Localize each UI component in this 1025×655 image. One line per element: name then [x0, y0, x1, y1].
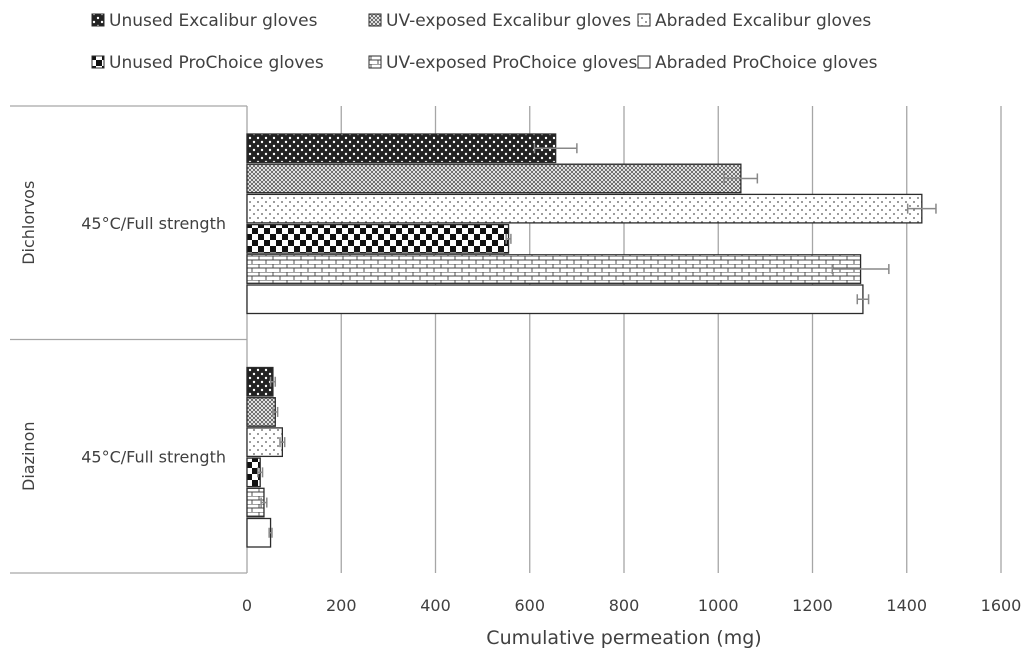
- legend-swatch: [91, 13, 105, 27]
- x-tick-label-1000: 1000: [698, 596, 739, 615]
- condition-label: 45°C/Full strength: [81, 447, 226, 466]
- bar-dichlorvos-unused-prochoice-gloves: [246, 223, 510, 254]
- error-bar-dichlorvos-abraded-excalibur-gloves: [906, 203, 937, 214]
- x-tick-label-400: 400: [420, 596, 451, 615]
- x-tick-label-1200: 1200: [792, 596, 833, 615]
- error-bar-diazinon-uv-exposed-prochoice-gloves: [260, 497, 268, 508]
- x-tick-label-0: 0: [242, 596, 252, 615]
- legend-item-uv-exposed-prochoice-gloves: UV-exposed ProChoice gloves: [368, 53, 638, 73]
- bar-diazinon-abraded-prochoice-gloves: [246, 517, 272, 548]
- legend-item-unused-prochoice-gloves: Unused ProChoice gloves: [91, 53, 324, 73]
- bar-dichlorvos-abraded-prochoice-gloves: [246, 284, 864, 315]
- bar-dichlorvos-unused-excalibur-gloves: [246, 133, 557, 164]
- bar-dichlorvos-uv-exposed-prochoice-gloves: [246, 254, 862, 284]
- legend-label: Unused ProChoice gloves: [109, 53, 324, 73]
- x-tick-label-200: 200: [326, 596, 357, 615]
- group-label-diazinon: Diazinon: [19, 422, 38, 491]
- bar-diazinon-abraded-excalibur-gloves: [246, 427, 283, 458]
- error-bar-diazinon-unused-prochoice-gloves: [257, 467, 264, 478]
- error-bar-dichlorvos-uv-exposed-prochoice-gloves: [831, 264, 890, 275]
- error-bar-diazinon-uv-exposed-excalibur-gloves: [272, 406, 279, 417]
- bar-diazinon-unused-excalibur-gloves: [246, 366, 274, 397]
- legend-item-abraded-excalibur-gloves: Abraded Excalibur gloves: [637, 11, 871, 31]
- legend: Unused Excalibur gloves UV-exposed Excali…: [91, 11, 878, 73]
- legend-swatch: [368, 55, 382, 69]
- bar-dichlorvos-abraded-excalibur-gloves: [246, 193, 923, 224]
- error-bar-dichlorvos-unused-prochoice-gloves: [505, 233, 512, 244]
- x-tick-label-800: 800: [609, 596, 640, 615]
- bars: [246, 133, 937, 548]
- group-label-dichlorvos: Dichlorvos: [19, 181, 38, 265]
- bar-dichlorvos-uv-exposed-excalibur-gloves: [246, 163, 742, 194]
- x-tick-label-1600: 1600: [981, 596, 1022, 615]
- bar-diazinon-uv-exposed-excalibur-gloves: [246, 397, 276, 427]
- category-axis: Dichlorvos 45°C/Full strength Diazinon 45°C…: [10, 105, 248, 574]
- legend-label: Abraded ProChoice gloves: [655, 53, 878, 73]
- error-bar-dichlorvos-uv-exposed-excalibur-gloves: [723, 173, 759, 184]
- error-bar-dichlorvos-unused-excalibur-gloves: [533, 143, 578, 154]
- legend-swatch: [368, 13, 382, 27]
- error-bar-diazinon-unused-excalibur-gloves: [269, 376, 277, 387]
- legend-label: Unused Excalibur gloves: [109, 11, 318, 31]
- legend-item-abraded-prochoice-gloves: Abraded ProChoice gloves: [637, 53, 878, 73]
- legend-swatch: [637, 13, 651, 27]
- condition-label: 45°C/Full strength: [81, 214, 226, 233]
- legend-swatch: [637, 55, 651, 69]
- x-tick-label-1400: 1400: [886, 596, 927, 615]
- legend-item-unused-excalibur-gloves: Unused Excalibur gloves: [91, 11, 318, 31]
- error-bar-diazinon-abraded-prochoice-gloves: [268, 527, 273, 538]
- legend-swatch: [91, 55, 105, 69]
- error-bar-dichlorvos-abraded-prochoice-gloves: [856, 294, 870, 305]
- x-axis-title: Cumulative permeation (mg): [486, 627, 761, 649]
- legend-label: Abraded Excalibur gloves: [655, 11, 871, 31]
- legend-label: UV-exposed ProChoice gloves: [386, 53, 638, 73]
- error-bar-diazinon-abraded-excalibur-gloves: [279, 437, 286, 448]
- legend-label: UV-exposed Excalibur gloves: [386, 11, 631, 31]
- x-tick-label-600: 600: [514, 596, 545, 615]
- x-axis-ticks: 0 200 400 600 800 1000 1200 1400 1600: [242, 596, 1021, 615]
- legend-item-uv-exposed-excalibur-gloves: UV-exposed Excalibur gloves: [368, 11, 631, 31]
